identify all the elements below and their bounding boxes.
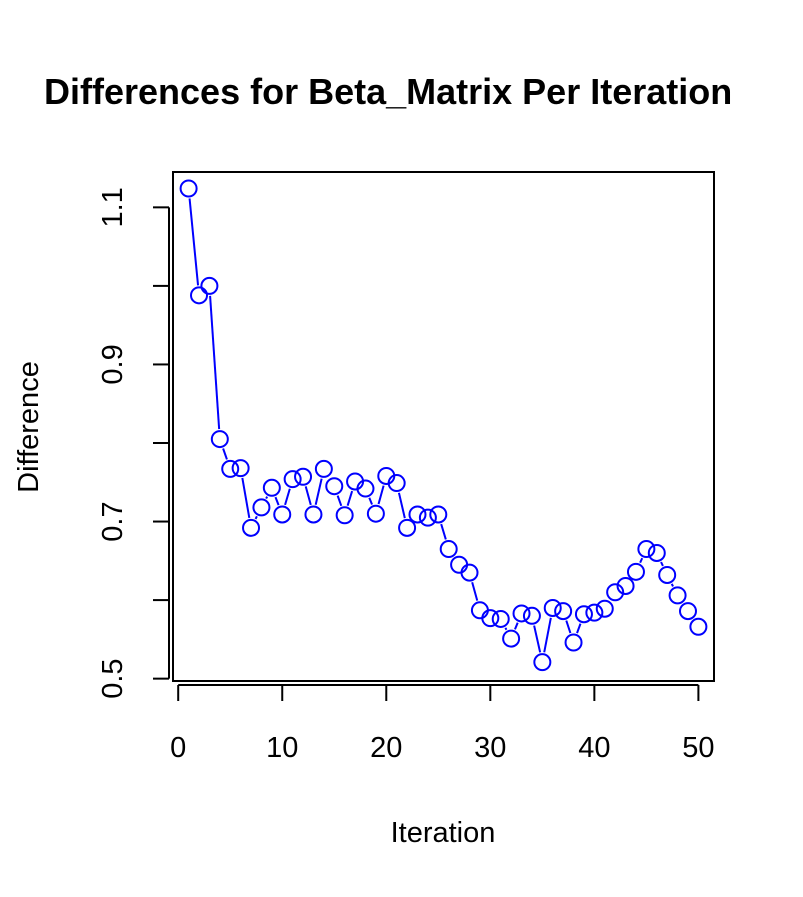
series-segment	[670, 583, 674, 587]
data-point	[325, 477, 344, 496]
data-point	[491, 609, 510, 628]
series-segment	[254, 515, 258, 520]
series-segment	[284, 488, 291, 506]
data-point	[242, 518, 261, 537]
data-point	[418, 508, 437, 527]
data-point	[221, 459, 240, 478]
data-point	[543, 598, 562, 617]
data-point	[502, 629, 521, 648]
data-point	[190, 286, 209, 305]
series-segment	[314, 478, 323, 505]
x-tick-label: 50	[682, 732, 714, 764]
data-point	[210, 430, 229, 449]
data-point	[273, 505, 292, 524]
series-segment	[265, 496, 269, 500]
data-point	[179, 179, 198, 198]
data-point	[398, 518, 417, 537]
data-point	[314, 459, 333, 478]
data-point	[294, 467, 313, 486]
x-axis-label: Iteration	[391, 817, 496, 849]
data-point	[304, 505, 323, 524]
series-segment	[533, 625, 542, 653]
y-tick-label: 0.7	[97, 501, 129, 541]
data-point	[283, 470, 302, 489]
x-axis: 0 10 20 30 40 50	[170, 684, 715, 764]
x-tick-label: 0	[170, 732, 186, 764]
data-point	[429, 505, 448, 524]
y-axis-label: Difference	[13, 361, 45, 493]
series-segment	[471, 581, 479, 601]
y-tick-label: 0.5	[97, 658, 129, 698]
series-segment	[241, 477, 251, 519]
data-point	[450, 555, 469, 574]
data-point	[616, 576, 635, 595]
data-point	[637, 540, 656, 559]
series-segment	[336, 495, 343, 507]
data-point	[564, 633, 583, 652]
series-segment	[274, 496, 280, 506]
series-segment	[639, 557, 644, 564]
data-point	[658, 565, 677, 584]
data-point	[439, 540, 458, 559]
series-segment	[576, 623, 582, 634]
data-point	[606, 583, 625, 602]
x-tick-label: 40	[578, 732, 610, 764]
data-point	[335, 506, 354, 525]
chart-title: Differences for Beta_Matrix Per Iteratio…	[44, 71, 732, 112]
series-segment	[514, 622, 519, 630]
data-point	[678, 602, 697, 621]
data-point	[668, 586, 687, 605]
data-point	[626, 562, 645, 581]
series-segment	[565, 620, 572, 634]
series-segment	[368, 497, 373, 505]
data-point	[481, 609, 500, 628]
data-point	[200, 276, 219, 295]
data-point	[689, 617, 708, 636]
series-segment	[440, 523, 447, 540]
series-segment	[543, 617, 552, 653]
plot-frame	[172, 171, 715, 682]
series-segment	[304, 486, 312, 506]
data-point	[460, 563, 479, 582]
x-tick-label: 30	[474, 732, 506, 764]
data-point	[408, 505, 427, 524]
data-point	[262, 478, 281, 497]
y-axis: 0.5 0.7 0.9 1.1	[97, 187, 170, 699]
data-point	[647, 543, 666, 562]
series-segment	[377, 485, 385, 505]
data-point	[512, 604, 531, 623]
x-tick-label: 10	[266, 732, 298, 764]
series-segment	[222, 448, 228, 460]
series-segment	[660, 561, 664, 567]
data-point	[252, 498, 271, 517]
series-segment	[397, 492, 406, 519]
series-segment	[209, 295, 221, 430]
series-segment	[346, 490, 354, 506]
series-segment	[504, 627, 508, 631]
data-point	[387, 474, 406, 493]
x-tick-label: 20	[370, 732, 402, 764]
data-series	[179, 179, 708, 672]
data-point	[585, 603, 604, 622]
data-point	[533, 653, 552, 672]
data-point	[356, 479, 375, 498]
series-segment	[188, 198, 200, 286]
y-tick-label: 0.9	[97, 344, 129, 384]
y-tick-label: 1.1	[97, 187, 129, 227]
data-point	[554, 602, 573, 621]
data-point	[231, 459, 250, 478]
data-point	[470, 601, 489, 620]
data-point	[366, 504, 385, 523]
data-point	[522, 606, 541, 625]
data-point	[595, 599, 614, 618]
data-point	[574, 605, 593, 624]
